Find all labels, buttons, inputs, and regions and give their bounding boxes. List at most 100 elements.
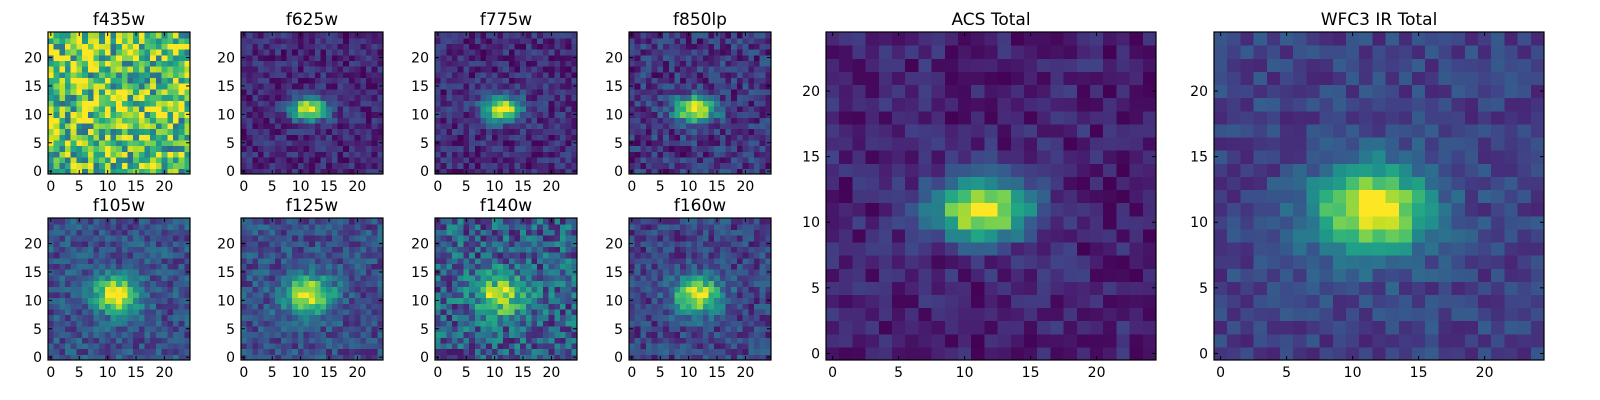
heatmap-cell [748, 32, 755, 39]
heatmap-cell [537, 54, 544, 61]
heatmap-cell [178, 337, 185, 344]
heatmap-cell [360, 77, 367, 84]
heatmap-cell [1451, 45, 1466, 59]
heatmap-cell [525, 94, 533, 101]
heatmap-cell [331, 286, 339, 293]
heatmap-cell [275, 117, 282, 124]
heatmap-cell [178, 325, 185, 333]
heatmap-cell [1024, 123, 1038, 138]
heatmap-cell [651, 162, 658, 169]
heatmap-cell [1227, 58, 1241, 72]
heatmap-cell [104, 100, 112, 107]
heatmap-cell [1266, 58, 1281, 72]
heatmap-cell [646, 111, 653, 118]
heatmap-cell [1425, 136, 1439, 151]
heatmap-cell [531, 37, 538, 44]
heatmap-cell [331, 117, 339, 124]
heatmap-cell [878, 294, 893, 309]
heatmap-cell [93, 71, 100, 79]
heatmap-cell [1412, 150, 1426, 164]
heatmap-cell [348, 111, 356, 118]
heatmap-cell [1116, 255, 1131, 269]
heatmap-cell [53, 83, 60, 90]
heatmap-cell [1063, 123, 1078, 138]
heatmap-cell [280, 100, 288, 107]
heatmap-cell [87, 145, 95, 152]
heatmap-cell [1293, 176, 1307, 191]
heatmap-cell [161, 134, 168, 141]
heatmap-cell [565, 117, 572, 124]
heatmap-cell [503, 49, 510, 56]
heatmap-cell [348, 151, 356, 158]
heatmap-cell [1438, 150, 1453, 164]
heatmap-cell [99, 263, 106, 270]
heatmap-cell [1319, 294, 1334, 309]
heatmap-cell [474, 111, 482, 118]
heatmap-cell [104, 54, 112, 61]
heatmap-cell [172, 286, 180, 293]
heatmap-cell [320, 105, 327, 113]
heatmap-cell [59, 43, 66, 50]
heatmap-cell [275, 37, 282, 44]
heatmap-cell [1010, 84, 1025, 99]
heatmap-cell [1517, 150, 1532, 164]
heatmap-cell [348, 145, 356, 152]
heatmap-cell [133, 308, 140, 316]
heatmap-cell [48, 337, 55, 344]
heatmap-cell [435, 105, 442, 113]
heatmap-cell [297, 291, 305, 299]
heatmap-cell [1332, 333, 1347, 348]
heatmap-cell [275, 77, 282, 84]
heatmap-cell [1063, 58, 1078, 72]
heatmap-cell [269, 88, 276, 96]
heatmap-cells [48, 32, 191, 175]
heatmap-cell [348, 94, 356, 101]
heatmap-cell [184, 49, 191, 56]
heatmap-cell [280, 342, 288, 350]
heatmap-cell [1319, 333, 1334, 348]
heatmap-cell [559, 60, 567, 67]
heatmap-cell [59, 151, 66, 158]
heatmap-cell [280, 354, 288, 361]
heatmap-cell [178, 83, 185, 90]
heatmap-cell [337, 66, 344, 73]
heatmap-cell [1142, 163, 1157, 177]
heatmap-cell [133, 246, 140, 253]
heatmap-cell [104, 320, 112, 327]
heatmap-cell [110, 223, 117, 230]
heatmap-cell [184, 286, 191, 293]
heatmap-cell [742, 162, 749, 169]
heatmap-cell [634, 139, 641, 147]
heatmap-cell [452, 88, 459, 96]
heatmap-cell [1142, 307, 1157, 322]
heatmap-cell [297, 314, 305, 321]
heatmap-cell [463, 100, 470, 107]
heatmap-cell [651, 111, 658, 118]
heatmap-cell [116, 320, 123, 327]
heatmap-cell [753, 83, 761, 90]
heatmap-cell [246, 269, 253, 276]
heatmap-cell [87, 156, 95, 164]
heatmap-cell [1090, 123, 1104, 138]
heatmap-cell [87, 54, 95, 61]
heatmap-cell [365, 77, 373, 84]
heatmap-cell [263, 88, 270, 96]
heatmap-cell [263, 134, 270, 141]
heatmap-cell [121, 252, 129, 259]
heatmap-cell [161, 246, 168, 253]
heatmap-cell [463, 60, 470, 67]
heatmap-cell [258, 37, 265, 44]
heatmap-cell [184, 308, 191, 316]
heatmap-cell [133, 66, 140, 73]
heatmap-cell [76, 246, 83, 253]
heatmap-cell [440, 66, 447, 73]
heatmap-cell [657, 66, 664, 73]
heatmap-cell [668, 117, 676, 124]
heatmap-cell [365, 151, 373, 158]
heatmap-cell [719, 71, 727, 79]
heatmap-cell [1076, 307, 1091, 322]
heatmap-cell [918, 110, 933, 125]
heatmap-cell [76, 105, 83, 113]
heatmap-cell [133, 71, 140, 79]
heatmap-cell [133, 162, 140, 169]
